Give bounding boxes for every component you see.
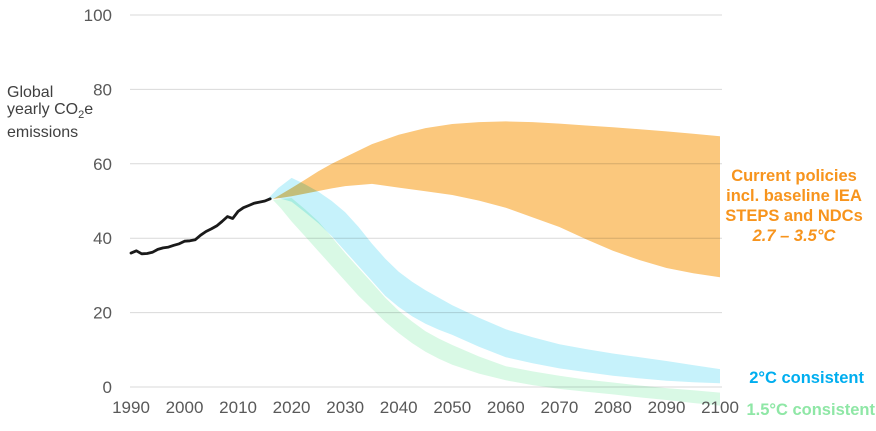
annotation-current-policies-line: incl. baseline IEA bbox=[726, 187, 862, 205]
y-axis-title: Global yearly CO2e emissions bbox=[7, 84, 94, 142]
annotation-temp-range: 2.7 – 3.5°C bbox=[752, 227, 836, 245]
y-tick-label: 60 bbox=[93, 155, 112, 174]
x-tick-label: 2020 bbox=[273, 398, 311, 417]
x-tick-label: 2030 bbox=[326, 398, 364, 417]
y-tick-label: 100 bbox=[84, 6, 112, 25]
x-tick-label: 2080 bbox=[594, 398, 632, 417]
band-1-5-c-consistent bbox=[272, 198, 720, 406]
x-tick-label: 2060 bbox=[487, 398, 525, 417]
annotation-2c-consistent: 2°C consistent bbox=[749, 369, 864, 387]
x-tick-label: 1990 bbox=[112, 398, 150, 417]
annotation-current-policies-line: STEPS and NDCs bbox=[725, 207, 863, 225]
x-tick-label: 2040 bbox=[380, 398, 418, 417]
band-2-c-consistent bbox=[267, 177, 720, 384]
x-tick-label: 2070 bbox=[540, 398, 578, 417]
annotation-current-policies-line: Current policies bbox=[731, 167, 857, 185]
y-tick-label: 40 bbox=[93, 229, 112, 248]
x-tick-label: 2000 bbox=[166, 398, 204, 417]
x-tick-label: 2050 bbox=[433, 398, 471, 417]
y-tick-label: 80 bbox=[93, 80, 112, 99]
y-tick-label: 0 bbox=[103, 378, 112, 397]
band-current-policies-incl-baseline bbox=[272, 121, 720, 278]
annotation-1-5c-consistent: 1.5°C consistent bbox=[746, 401, 875, 419]
x-tick-label: 2090 bbox=[648, 398, 686, 417]
x-tick-label: 2100 bbox=[701, 398, 739, 417]
y-tick-label: 20 bbox=[93, 304, 112, 323]
x-tick-label: 2010 bbox=[219, 398, 257, 417]
annotation-current-policies: Current policies incl. baseline IEA STEP… bbox=[712, 166, 876, 246]
historical-emissions-line bbox=[129, 197, 272, 256]
